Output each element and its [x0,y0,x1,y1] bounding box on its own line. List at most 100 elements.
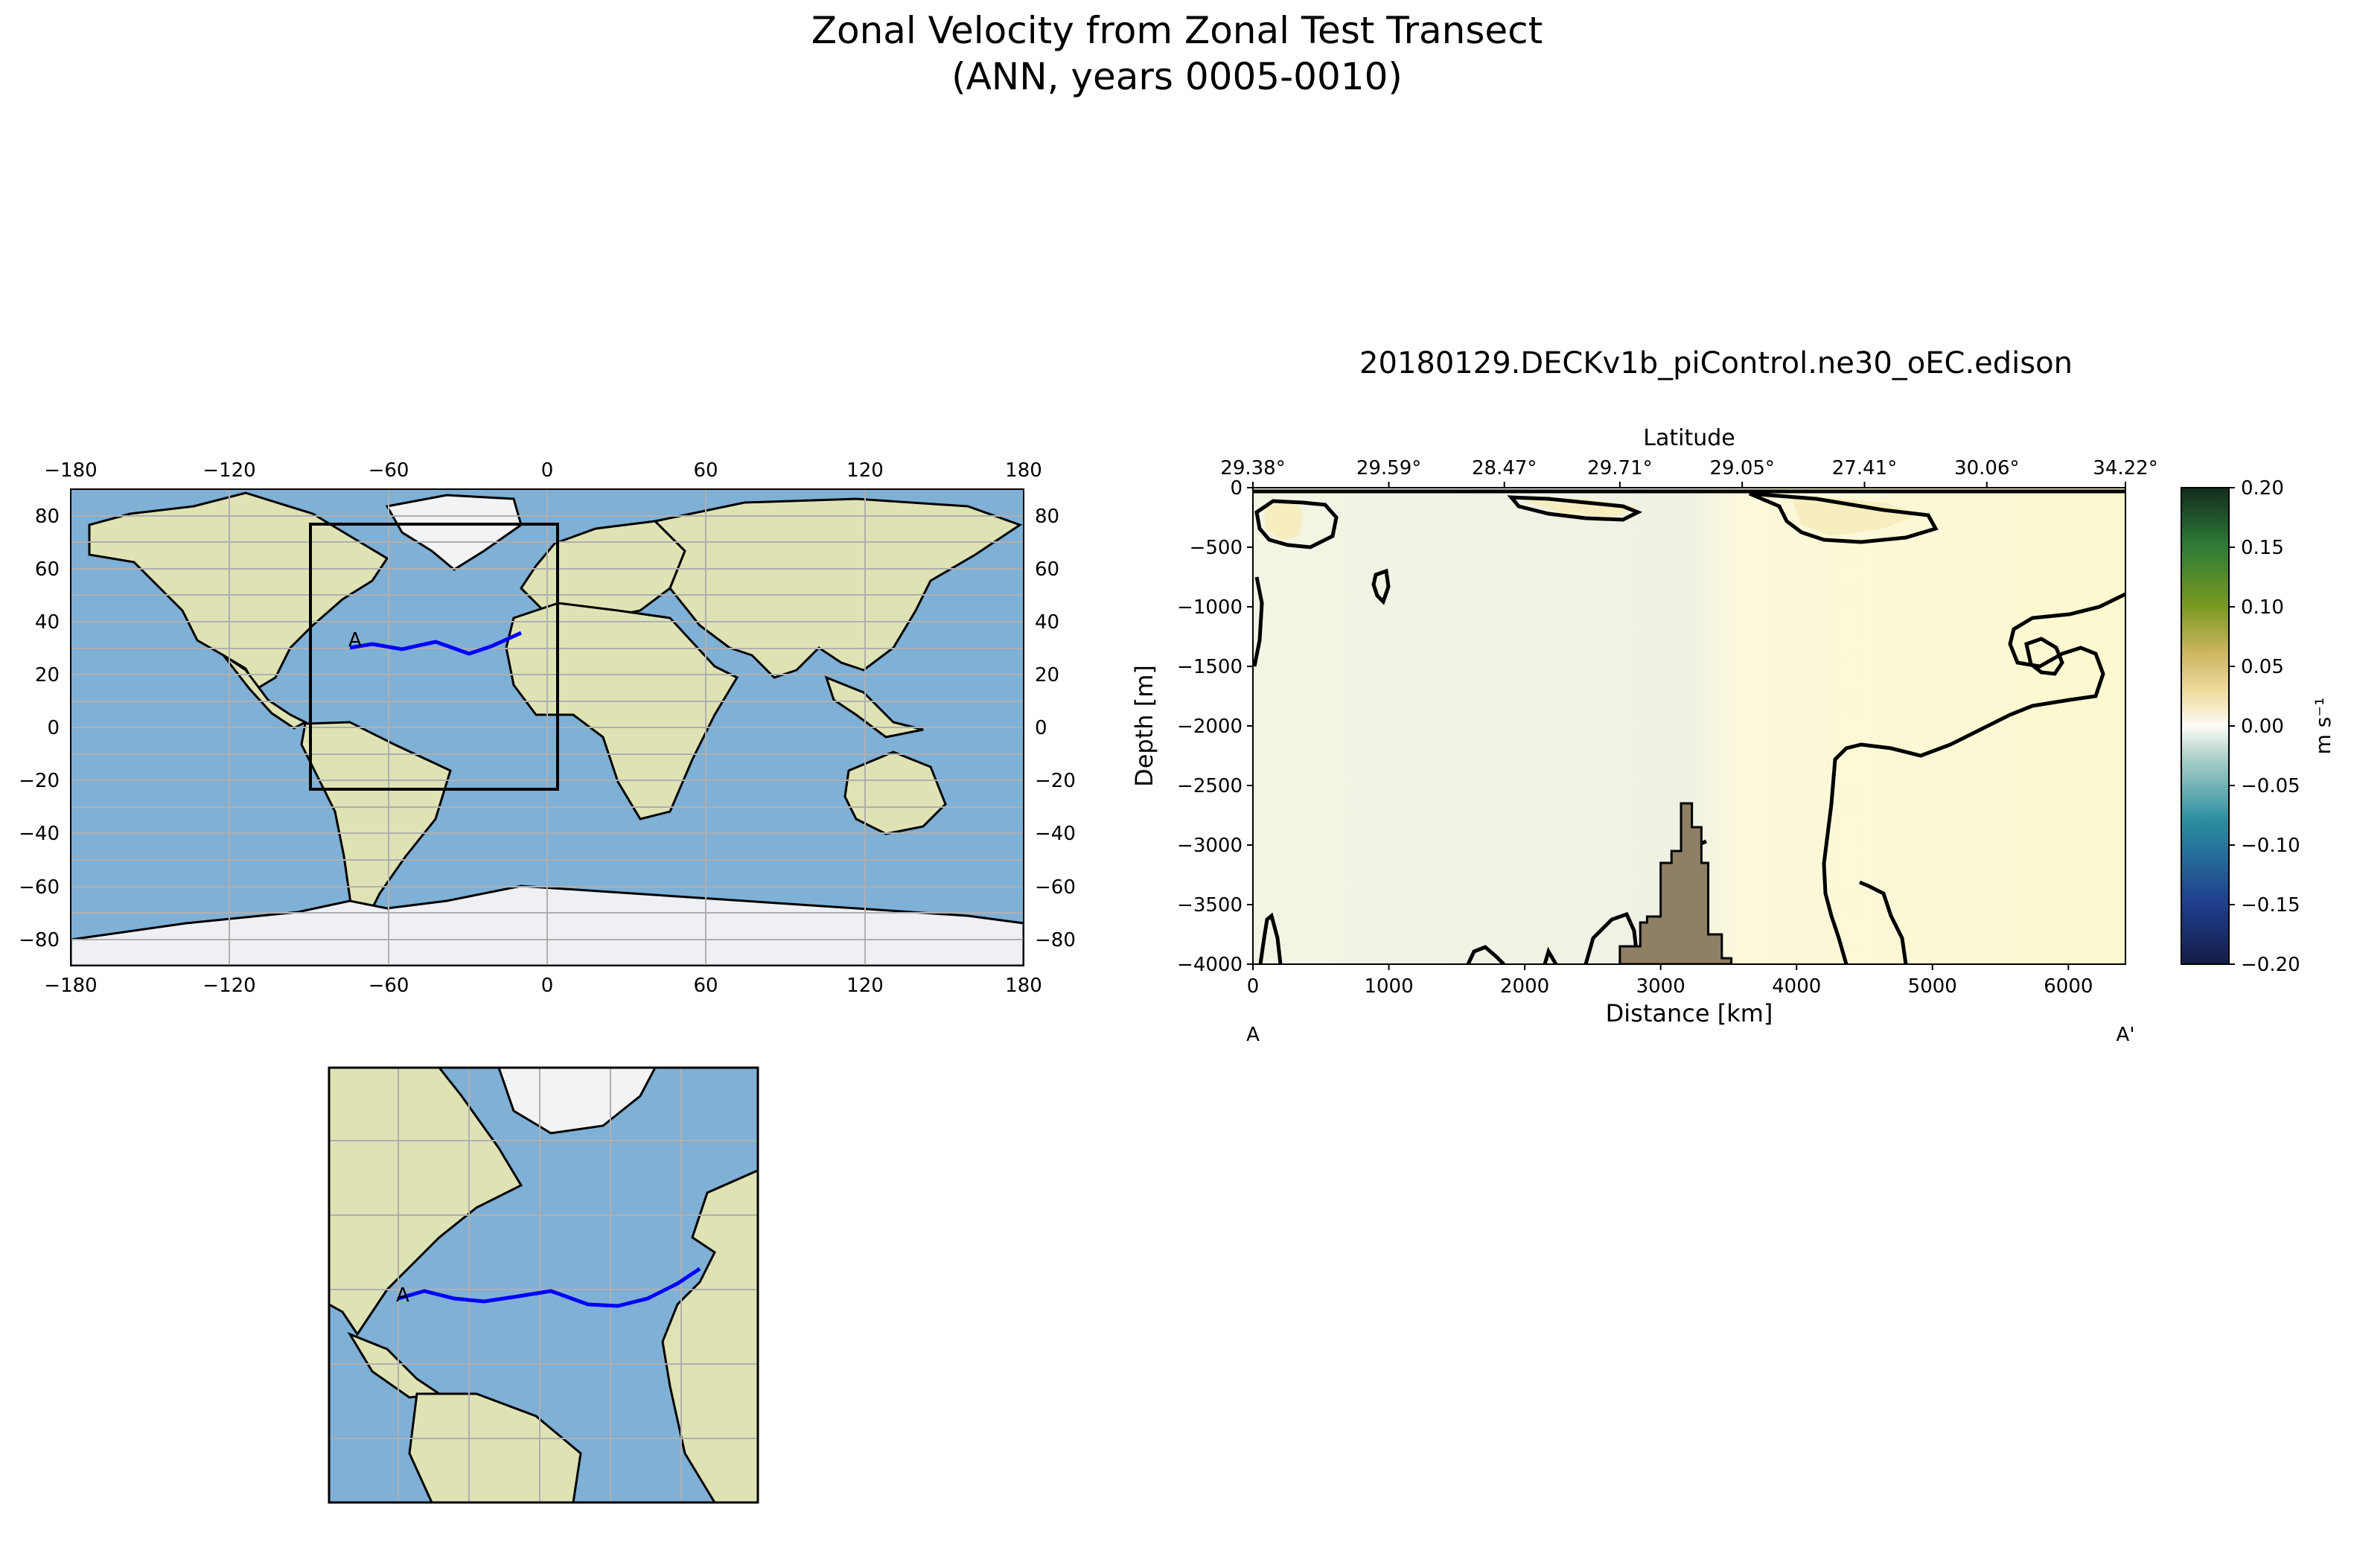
section-plot-area [1253,488,2125,964]
patch-upper-left [1264,500,1303,540]
latitude-ticks: 29.38° 29.59° 28.47° 29.71° 29.05° 27.41° 30.0… [1220,457,2158,488]
latitude-tick-label-7: 34.22° [2093,457,2157,479]
y-tick-label-5: −2500 [1177,775,1243,797]
svg-text:60: 60 [693,459,718,482]
x-axis-label: Distance [km] [1606,999,1773,1027]
latitude-tick-label-6: 30.06° [1954,457,2019,479]
zoom-grid [329,1068,758,1502]
svg-text:0: 0 [541,459,554,482]
world-y-ticks-left: 80 60 40 20 0 −20 −40 −60 −80 [19,506,60,952]
section-title: 20180129.DECKv1b_piControl.ne30_oEC.edis… [1359,346,2073,380]
contour-right-loop [2024,637,2064,676]
svg-text:180: 180 [1005,459,1042,482]
zoom-transect-label-a: A [396,1284,409,1307]
zoom-north-america [329,1068,523,1336]
asia [652,497,1023,679]
zoom-south-america [408,1392,582,1502]
y-tick-label-7: −3500 [1177,894,1243,917]
colorbar-label: m s⁻¹ [2311,698,2335,755]
contour-bottom-a [1466,945,1505,964]
colorbar-tick-label-6: −0.10 [2241,835,2300,857]
svg-text:−180: −180 [44,459,97,482]
x-tick-label-3: 3000 [1636,975,1685,998]
zoom-region-box [309,523,559,791]
y-tick-label-3: −1500 [1177,656,1243,678]
svg-text:0: 0 [47,717,60,739]
y-ticks: 0 −500 −1000 −1500 −2000 −2500 −3000 −3500 −4000 [1177,477,1253,976]
latitude-tick-label-0: 29.38° [1220,457,1285,479]
world-x-ticks-bottom: −180 −120 −60 0 60 120 180 [44,975,1042,997]
svg-text:−60: −60 [1035,876,1076,899]
svg-text:−40: −40 [1035,823,1076,845]
contour-upper-middle [1507,495,1643,522]
australia [843,750,947,835]
world-map-border [70,488,1024,966]
x-tick-label-1: 1000 [1364,975,1413,998]
world-map-frame: A [71,489,1024,966]
y-tick-label-6: −3000 [1177,835,1243,857]
svg-text:−40: −40 [19,823,60,845]
latitude-tick-label-4: 29.05° [1709,457,1774,479]
world-transect-label-a: A [348,629,362,651]
x-ticks: 0 1000 2000 3000 4000 5000 6000 [1247,964,2093,998]
svg-text:120: 120 [846,459,884,482]
southeast-asia [824,675,924,739]
contour-bottom-c [1583,911,1640,964]
world-map: A −180 −120 −60 0 60 120 180 −180 −120 −… [19,459,1076,997]
bathymetry-seamount [1618,802,1733,964]
svg-text:−120: −120 [202,459,255,482]
svg-text:120: 120 [846,975,884,997]
contour-upper-left [1254,499,1339,549]
y-tick-label-8: −4000 [1177,954,1243,976]
greenland [385,494,523,571]
endpoint-label-a-prime: A' [2117,1024,2135,1046]
contour-bottom-left [1258,912,1283,964]
y-tick-label-0: 0 [1230,477,1243,500]
svg-text:−120: −120 [202,975,255,997]
contour-small-loop [1371,568,1391,605]
latitude-tick-label-1: 29.59° [1356,457,1421,479]
x-tick-label-0: 0 [1247,975,1260,998]
svg-text:20: 20 [35,664,60,686]
x-tick-label-6: 6000 [2044,975,2093,998]
svg-text:−80: −80 [19,929,60,952]
zoom-greenland [497,1068,657,1135]
x-tick-label-5: 5000 [1908,975,1957,998]
colorbar [2181,487,2230,965]
y-axis-label: Depth [m] [1130,665,1158,787]
svg-text:80: 80 [35,506,60,528]
world-grid [71,489,1024,966]
latitude-tick-label-5: 27.41° [1832,457,1897,479]
world-transect-line [349,631,523,656]
y-tick-label-1: −500 [1190,537,1243,559]
x-tick-label-4: 4000 [1772,975,1821,998]
colorbar-tick-label-7: −0.15 [2241,894,2300,917]
endpoint-label-a: A [1246,1024,1260,1046]
svg-text:60: 60 [1035,558,1059,581]
contour-left-wall [1253,576,1264,667]
colorbar-tick-label-2: 0.10 [2241,596,2284,619]
contour-bottom-mid [1859,880,1908,964]
colorbar-ticks: 0.20 0.15 0.10 0.05 0.00 −0.05 −0.10 −0.15 −0.20 [2229,477,2300,976]
y-tick-label-2: −1000 [1177,596,1243,619]
contour-bottom-b [1543,946,1558,964]
colorbar-tick-label-5: −0.05 [2241,775,2300,797]
svg-text:40: 40 [35,611,60,634]
zoom-map-border [328,1066,759,1504]
zoom-map: A [328,1066,759,1504]
svg-text:−60: −60 [369,459,409,482]
zoom-transect-line [398,1266,701,1308]
svg-text:60: 60 [35,558,60,581]
latitude-tick-label-2: 28.47° [1472,457,1537,479]
y-tick-label-4: −2000 [1177,716,1243,738]
positive-velocity-patches [1264,495,1921,540]
contour-main-front [1822,592,2125,964]
figure-title-line2: (ANN, years 0005-0010) [951,55,1403,98]
world-x-ticks-top: −180 −120 −60 0 60 120 180 [44,459,1042,482]
svg-text:−180: −180 [44,975,97,997]
svg-text:20: 20 [1035,664,1059,686]
svg-text:−20: −20 [1035,770,1076,792]
figure-title: Zonal Velocity from Zonal Test Transect … [0,7,2354,100]
zoom-continents [329,1068,758,1502]
contour-upper-right [1749,491,1939,544]
